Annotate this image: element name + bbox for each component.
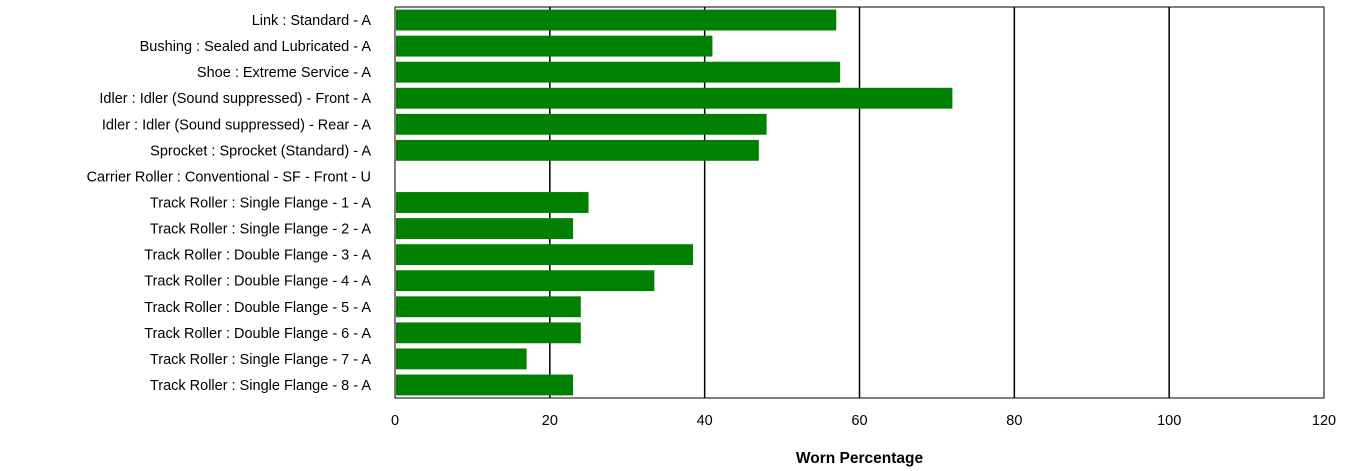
category-label-11: Track Roller : Double Flange - 4 - A xyxy=(144,274,371,290)
category-label-14: Track Roller : Single Flange - 7 - A xyxy=(150,352,371,368)
bar-12 xyxy=(396,296,581,318)
bar-3 xyxy=(396,61,841,83)
x-tick-label-100: 100 xyxy=(1157,413,1181,429)
bar-9 xyxy=(396,218,574,239)
category-label-6: Sprocket : Sprocket (Standard) - A xyxy=(150,143,371,159)
category-label-3: Shoe : Extreme Service - A xyxy=(197,65,371,81)
category-label-7: Carrier Roller : Conventional - SF - Fro… xyxy=(87,169,371,185)
bar-8 xyxy=(396,192,589,213)
bars xyxy=(396,9,953,396)
category-label-13: Track Roller : Double Flange - 6 - A xyxy=(144,326,371,342)
x-tick-label-0: 0 xyxy=(391,413,399,429)
bar-2 xyxy=(396,35,713,57)
x-tick-label-60: 60 xyxy=(851,413,867,429)
bar-15 xyxy=(396,374,574,396)
x-tick-label-40: 40 xyxy=(697,413,713,429)
category-label-10: Track Roller : Double Flange - 3 - A xyxy=(144,248,371,264)
bar-13 xyxy=(396,322,581,344)
bar-6 xyxy=(396,139,759,161)
x-tick-label-120: 120 xyxy=(1312,413,1336,429)
x-tick-label-80: 80 xyxy=(1006,413,1022,429)
category-label-9: Track Roller : Single Flange - 2 - A xyxy=(150,222,371,238)
category-label-1: Link : Standard - A xyxy=(252,13,372,29)
bar-14 xyxy=(396,348,527,370)
bar-11 xyxy=(396,270,655,292)
category-label-5: Idler : Idler (Sound suppressed) - Rear … xyxy=(102,117,372,133)
category-label-4: Idler : Idler (Sound suppressed) - Front… xyxy=(99,91,371,107)
category-labels: Link : Standard - A Bushing : Sealed and … xyxy=(87,13,372,394)
x-axis-title: Worn Percentage xyxy=(796,450,924,467)
x-tick-labels: 0 20 40 60 80 100 120 xyxy=(391,413,1336,429)
category-label-2: Bushing : Sealed and Lubricated - A xyxy=(140,39,372,55)
x-tick-label-20: 20 xyxy=(542,413,558,429)
bar-4 xyxy=(396,87,953,109)
plot-area-frame xyxy=(394,6,1325,399)
category-label-15: Track Roller : Single Flange - 8 - A xyxy=(150,378,371,394)
bar-5 xyxy=(396,113,767,135)
bar-1 xyxy=(396,9,837,31)
category-label-12: Track Roller : Double Flange - 5 - A xyxy=(144,300,371,316)
category-label-8: Track Roller : Single Flange - 1 - A xyxy=(150,196,371,212)
bar-10 xyxy=(396,244,694,266)
